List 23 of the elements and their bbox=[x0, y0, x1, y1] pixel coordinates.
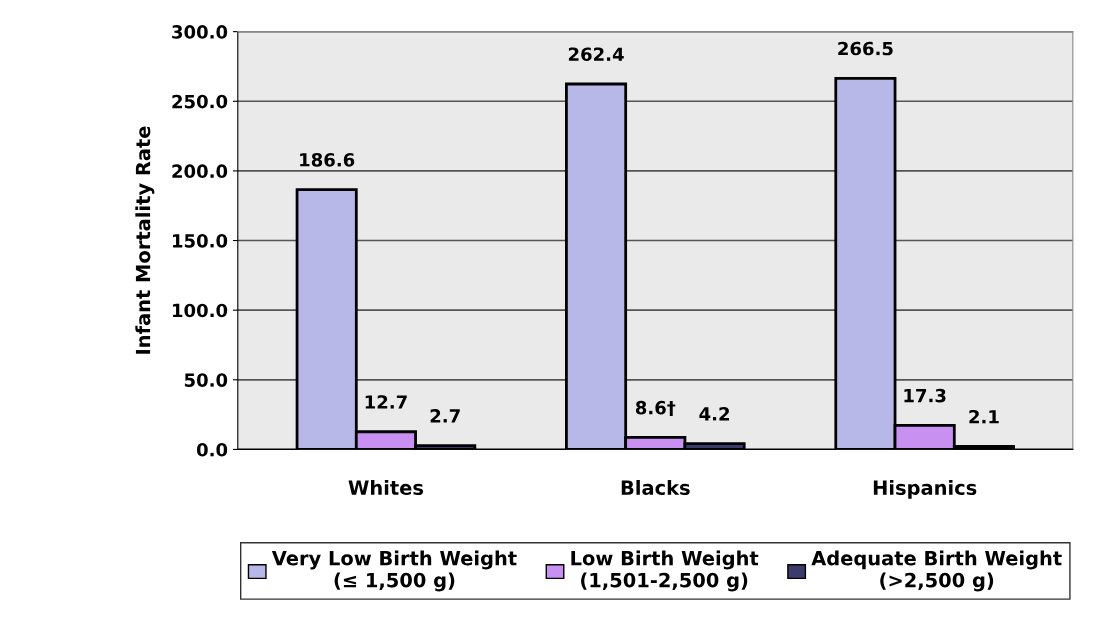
data-label: 12.7 bbox=[365, 395, 407, 409]
y-tick-label: 300.0 bbox=[172, 25, 228, 39]
data-label: 2.7 bbox=[430, 409, 460, 423]
legend-label: Adequate Birth Weight (>2,500 g) bbox=[811, 550, 1062, 592]
x-tick-label: Blacks bbox=[621, 479, 690, 496]
data-label: 8.6† bbox=[635, 400, 676, 416]
y-tick-label: 200.0 bbox=[172, 164, 228, 179]
data-label: 262.4 bbox=[568, 47, 624, 62]
legend-label: Low Birth Weight (1,501-2,500 g) bbox=[571, 550, 759, 592]
data-label: 266.5 bbox=[838, 41, 893, 56]
y-tick-label: 50.0 bbox=[184, 373, 228, 387]
y-axis-title: Infant Mortality Rate bbox=[135, 126, 155, 354]
data-label: 4.2 bbox=[699, 406, 729, 421]
y-tick-label: 100.0 bbox=[173, 303, 228, 318]
x-tick-label: Whites bbox=[348, 479, 424, 496]
x-tick-label: Hispanics bbox=[873, 479, 977, 499]
data-label: 2.1 bbox=[969, 409, 999, 424]
y-tick-label: 0.0 bbox=[196, 442, 228, 457]
data-label: 17.3 bbox=[904, 388, 946, 403]
y-tick-label: 250.0 bbox=[172, 94, 228, 109]
y-tick-label: 150.0 bbox=[173, 234, 228, 248]
data-label: 186.6 bbox=[300, 152, 355, 167]
legend-label: Very Low Birth Weight (≤ 1,500 g) bbox=[271, 550, 517, 592]
